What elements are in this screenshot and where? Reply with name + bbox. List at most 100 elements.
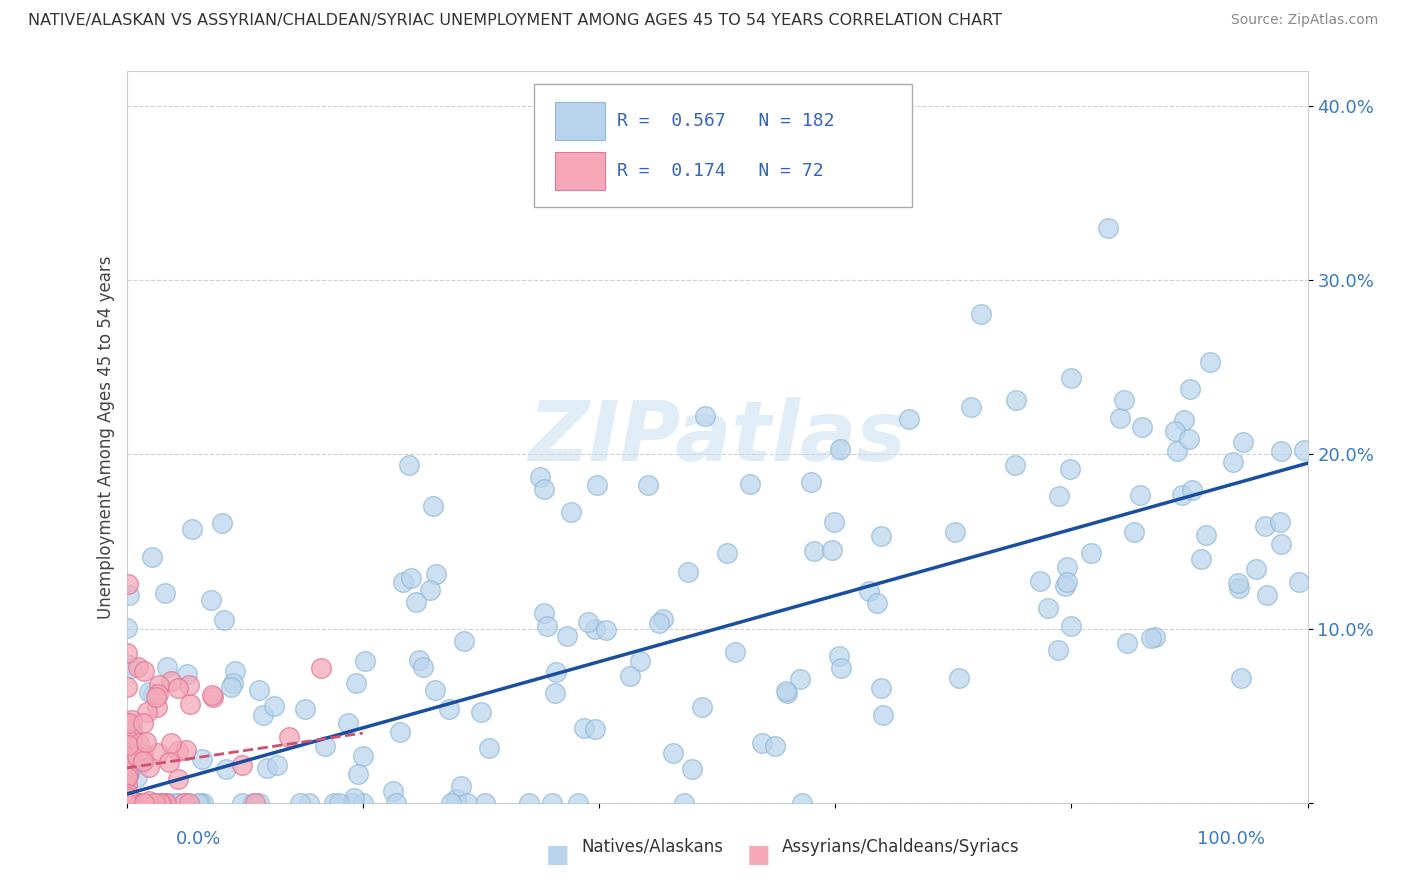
Point	[567, 796, 589, 810]
Point	[648, 615, 671, 630]
Point	[340, 796, 363, 810]
Point	[115, 716, 138, 731]
Point	[153, 586, 176, 600]
Point	[422, 500, 444, 514]
Point	[145, 690, 167, 704]
Point	[1173, 413, 1195, 427]
Point	[263, 699, 285, 714]
Point	[215, 762, 238, 776]
Point	[132, 665, 155, 679]
Point	[128, 796, 150, 810]
Text: R =  0.174   N = 72: R = 0.174 N = 72	[617, 161, 824, 180]
Point	[869, 528, 891, 542]
Point	[595, 623, 617, 637]
Point	[1054, 579, 1077, 593]
Point	[121, 723, 143, 737]
Point	[167, 772, 190, 787]
Point	[439, 701, 461, 715]
Point	[1226, 576, 1249, 591]
Point	[1132, 420, 1154, 434]
Point	[309, 661, 332, 675]
Point	[294, 702, 316, 716]
Point	[115, 750, 138, 764]
Text: ■: ■	[546, 843, 569, 867]
Point	[179, 677, 201, 691]
Point	[122, 796, 145, 810]
Point	[121, 794, 143, 808]
Point	[412, 660, 434, 674]
Point	[533, 607, 555, 621]
Point	[131, 715, 153, 730]
Point	[115, 749, 138, 764]
Point	[337, 715, 360, 730]
Text: Natives/Alaskans: Natives/Alaskans	[581, 838, 723, 856]
Point	[115, 789, 138, 803]
Point	[1029, 574, 1052, 589]
Point	[153, 796, 176, 810]
Point	[149, 796, 172, 810]
Text: 100.0%: 100.0%	[1198, 830, 1265, 847]
Point	[128, 735, 150, 749]
Point	[157, 755, 180, 769]
Point	[898, 411, 921, 425]
Point	[118, 588, 141, 602]
Point	[179, 697, 201, 711]
Point	[122, 796, 145, 810]
Point	[517, 796, 540, 810]
Point	[751, 735, 773, 749]
Point	[174, 742, 197, 756]
Point	[117, 793, 139, 807]
Point	[201, 688, 224, 702]
Point	[543, 685, 565, 699]
Point	[288, 796, 311, 810]
Point	[858, 583, 880, 598]
Point	[121, 661, 143, 675]
Text: ZIPatlas: ZIPatlas	[529, 397, 905, 477]
Point	[803, 544, 825, 558]
Y-axis label: Unemployment Among Ages 45 to 54 years: Unemployment Among Ages 45 to 54 years	[97, 255, 115, 619]
Point	[121, 747, 143, 762]
Point	[866, 597, 889, 611]
Point	[150, 796, 173, 810]
Point	[148, 678, 170, 692]
Point	[676, 566, 699, 580]
Point	[453, 633, 475, 648]
Point	[115, 657, 138, 671]
Point	[166, 796, 188, 810]
Point	[155, 796, 177, 810]
Point	[115, 646, 138, 660]
Point	[347, 767, 370, 781]
Point	[440, 796, 463, 810]
Point	[585, 477, 607, 491]
Point	[231, 796, 253, 810]
Point	[724, 645, 747, 659]
Point	[478, 741, 501, 756]
Point	[740, 476, 762, 491]
Point	[1163, 424, 1185, 438]
Point	[256, 761, 278, 775]
Point	[143, 796, 166, 810]
Point	[115, 786, 138, 800]
Point	[118, 796, 141, 810]
Point	[187, 796, 209, 810]
Point	[266, 757, 288, 772]
Point	[160, 673, 183, 688]
Point	[115, 796, 138, 810]
Point	[247, 796, 270, 810]
Point	[1227, 581, 1250, 595]
Point	[576, 615, 599, 629]
Point	[1046, 642, 1069, 657]
Point	[165, 796, 187, 810]
Point	[1292, 442, 1315, 457]
Point	[118, 796, 141, 810]
Point	[148, 747, 170, 761]
Point	[1166, 444, 1188, 458]
Point	[536, 619, 558, 633]
Point	[540, 796, 562, 810]
Point	[1112, 392, 1135, 407]
Text: Source: ZipAtlas.com: Source: ZipAtlas.com	[1230, 13, 1378, 28]
Point	[173, 796, 195, 810]
FancyBboxPatch shape	[534, 84, 912, 207]
Point	[115, 621, 138, 635]
Point	[134, 796, 156, 810]
